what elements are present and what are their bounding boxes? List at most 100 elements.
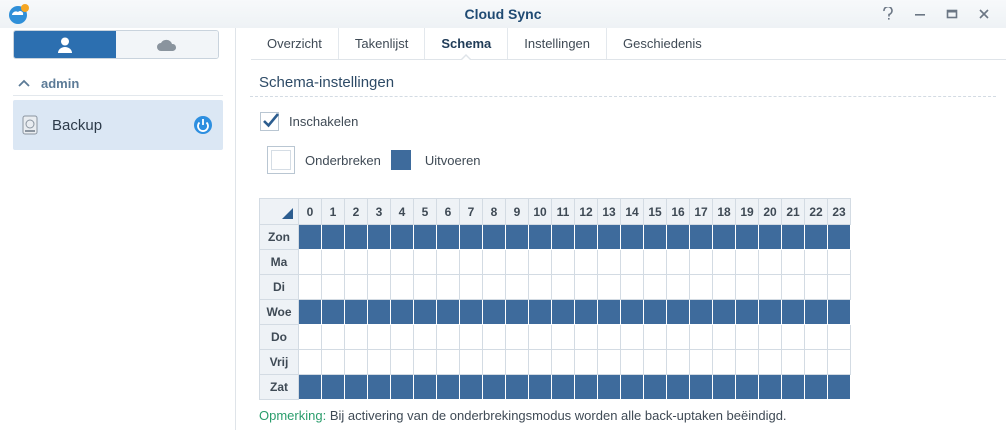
schedule-cell[interactable] [735, 274, 759, 300]
schedule-cell[interactable] [712, 324, 736, 350]
schedule-cell[interactable] [482, 249, 506, 275]
tab-instellingen[interactable]: Instellingen [508, 28, 608, 59]
hour-header[interactable]: 3 [367, 198, 391, 225]
schedule-cell[interactable] [666, 224, 690, 250]
schedule-cell[interactable] [827, 324, 851, 350]
tab-geschiedenis[interactable]: Geschiedenis [623, 36, 702, 51]
schedule-cell[interactable] [459, 274, 483, 300]
run-mode-swatch[interactable] [390, 150, 411, 170]
day-header[interactable]: Di [259, 274, 299, 300]
select-all-corner[interactable] [259, 198, 299, 225]
hour-header[interactable]: 21 [781, 198, 805, 225]
cloud-view-button[interactable] [116, 31, 218, 58]
schedule-cell[interactable] [344, 374, 368, 400]
schedule-cell[interactable] [482, 324, 506, 350]
hour-header[interactable]: 2 [344, 198, 368, 225]
schedule-cell[interactable] [758, 324, 782, 350]
schedule-cell[interactable] [620, 249, 644, 275]
schedule-cell[interactable] [735, 224, 759, 250]
user-view-button[interactable] [14, 31, 116, 58]
schedule-cell[interactable] [597, 224, 621, 250]
schedule-cell[interactable] [298, 374, 322, 400]
schedule-cell[interactable] [551, 274, 575, 300]
schedule-cell[interactable] [551, 349, 575, 375]
schedule-cell[interactable] [689, 249, 713, 275]
schedule-cell[interactable] [321, 349, 345, 375]
schedule-cell[interactable] [620, 349, 644, 375]
schedule-cell[interactable] [781, 349, 805, 375]
schedule-cell[interactable] [827, 349, 851, 375]
schedule-cell[interactable] [758, 274, 782, 300]
schedule-cell[interactable] [735, 374, 759, 400]
schedule-cell[interactable] [643, 224, 667, 250]
day-header[interactable]: Do [259, 324, 299, 350]
schedule-cell[interactable] [528, 374, 552, 400]
schedule-cell[interactable] [804, 349, 828, 375]
schedule-cell[interactable] [505, 224, 529, 250]
schedule-cell[interactable] [781, 274, 805, 300]
schedule-cell[interactable] [597, 349, 621, 375]
schedule-cell[interactable] [689, 374, 713, 400]
schedule-cell[interactable] [298, 299, 322, 325]
schedule-cell[interactable] [666, 249, 690, 275]
schedule-cell[interactable] [666, 374, 690, 400]
schedule-cell[interactable] [367, 349, 391, 375]
sidebar-item-backup[interactable]: Backup [13, 100, 223, 150]
schedule-cell[interactable] [827, 224, 851, 250]
schedule-cell[interactable] [666, 324, 690, 350]
tab-schema[interactable]: Schema [425, 28, 509, 61]
schedule-cell[interactable] [344, 224, 368, 250]
schedule-cell[interactable] [666, 274, 690, 300]
schedule-cell[interactable] [390, 349, 414, 375]
hour-header[interactable]: 19 [735, 198, 759, 225]
close-icon[interactable] [974, 4, 994, 24]
enable-checkbox[interactable] [260, 112, 280, 131]
schedule-cell[interactable] [597, 274, 621, 300]
schedule-cell[interactable] [643, 349, 667, 375]
schedule-cell[interactable] [735, 299, 759, 325]
schedule-cell[interactable] [298, 224, 322, 250]
hour-header[interactable]: 15 [643, 198, 667, 225]
schedule-cell[interactable] [689, 224, 713, 250]
schedule-cell[interactable] [666, 349, 690, 375]
schedule-cell[interactable] [344, 249, 368, 275]
hour-header[interactable]: 6 [436, 198, 460, 225]
hour-header[interactable]: 9 [505, 198, 529, 225]
schedule-cell[interactable] [390, 374, 414, 400]
schedule-cell[interactable] [666, 299, 690, 325]
schedule-cell[interactable] [482, 349, 506, 375]
schedule-cell[interactable] [827, 299, 851, 325]
schedule-cell[interactable] [597, 299, 621, 325]
schedule-cell[interactable] [827, 249, 851, 275]
schedule-cell[interactable] [482, 224, 506, 250]
schedule-cell[interactable] [459, 324, 483, 350]
schedule-cell[interactable] [804, 374, 828, 400]
schedule-cell[interactable] [321, 249, 345, 275]
schedule-cell[interactable] [781, 324, 805, 350]
hour-header[interactable]: 1 [321, 198, 345, 225]
schedule-cell[interactable] [804, 274, 828, 300]
day-header[interactable]: Ma [259, 249, 299, 275]
schedule-cell[interactable] [482, 374, 506, 400]
schedule-cell[interactable] [505, 274, 529, 300]
schedule-cell[interactable] [298, 274, 322, 300]
schedule-cell[interactable] [804, 249, 828, 275]
schedule-cell[interactable] [413, 224, 437, 250]
schedule-cell[interactable] [321, 324, 345, 350]
hour-header[interactable]: 5 [413, 198, 437, 225]
hour-header[interactable]: 11 [551, 198, 575, 225]
schedule-cell[interactable] [551, 374, 575, 400]
schedule-cell[interactable] [758, 299, 782, 325]
schedule-cell[interactable] [528, 349, 552, 375]
schedule-cell[interactable] [390, 224, 414, 250]
minimize-icon[interactable] [910, 4, 930, 24]
schedule-cell[interactable] [712, 349, 736, 375]
schedule-cell[interactable] [643, 249, 667, 275]
schedule-cell[interactable] [321, 374, 345, 400]
schedule-cell[interactable] [574, 274, 598, 300]
hour-header[interactable]: 23 [827, 198, 851, 225]
hour-header[interactable]: 10 [528, 198, 552, 225]
schedule-cell[interactable] [505, 299, 529, 325]
hour-header[interactable]: 14 [620, 198, 644, 225]
schedule-cell[interactable] [643, 374, 667, 400]
